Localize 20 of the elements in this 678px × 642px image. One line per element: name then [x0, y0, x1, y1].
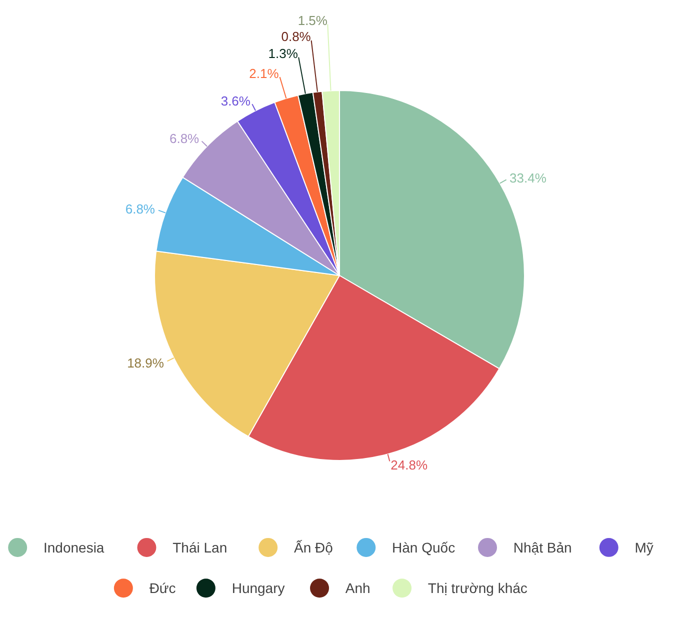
legend-label: Mỹ [634, 539, 654, 556]
legend-label: Ấn Độ [294, 539, 334, 556]
data-label: 1.5% [298, 12, 328, 28]
data-label: 6.8% [125, 202, 156, 217]
data-label: 33.4% [510, 170, 547, 186]
legend-label: Thị trường khác [428, 580, 528, 596]
legend-label: Hungary [232, 580, 285, 596]
data-label: 2.1% [249, 66, 280, 82]
data-label: 18.9% [127, 355, 164, 370]
data-label: 24.8% [390, 457, 428, 472]
legend-label: Anh [345, 580, 370, 596]
data-label: 3.6% [220, 93, 251, 108]
legend-label: Thái Lan [172, 539, 228, 556]
legend-label: Đức [149, 580, 176, 596]
data-label: 1.3% [268, 46, 298, 62]
legend-label: Indonesia [44, 539, 104, 556]
data-label: 0.8% [281, 29, 312, 44]
legend-label: Nhật Bản [513, 539, 572, 556]
data-label: 6.8% [169, 131, 200, 146]
legend-label: Hàn Quốc [392, 539, 456, 556]
